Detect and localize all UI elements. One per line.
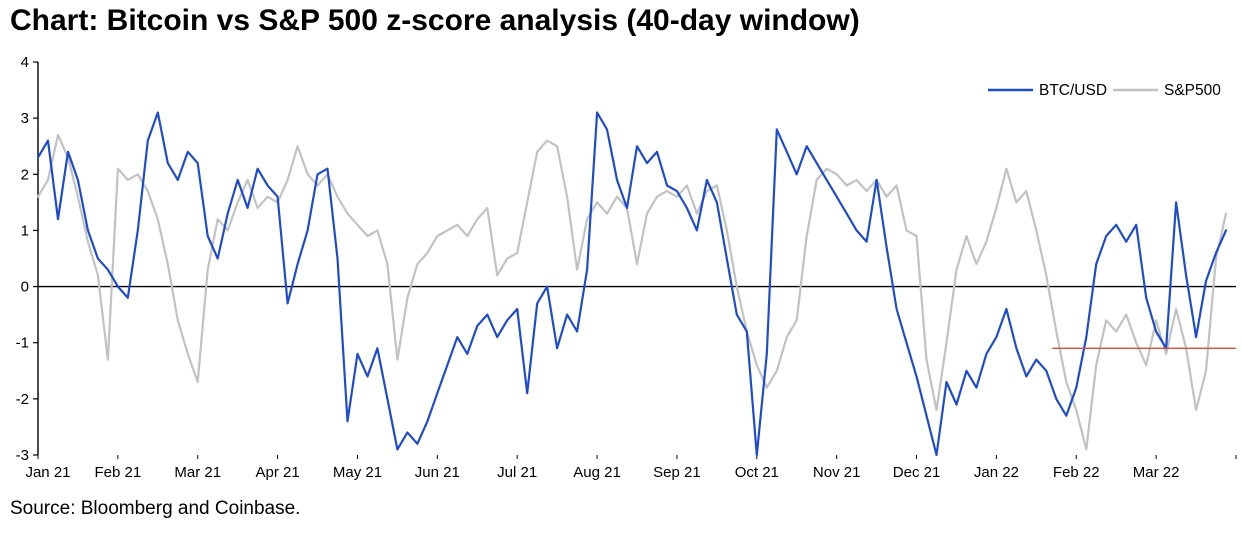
- x-tick-label: Feb 21: [95, 464, 142, 481]
- x-tick-label: Dec 21: [893, 464, 941, 481]
- x-tick-label: Aug 21: [573, 464, 621, 481]
- chart-area: 4 3 2 1 0 -1 -2 -3 Jan 21 Feb 21 Mar 21 Apr 21 May 2…: [0, 50, 1242, 490]
- x-tick-label: Feb 22: [1053, 464, 1100, 481]
- chart-title: Chart: Bitcoin vs S&P 500 z-score analys…: [10, 4, 860, 37]
- x-tick-label: Mar 22: [1133, 464, 1180, 481]
- x-tick-label: Nov 21: [813, 464, 861, 481]
- legend-label-btc-usd: BTC/USD: [1039, 82, 1107, 99]
- y-tick-label: 0: [21, 279, 29, 296]
- x-tick-label: Sep 21: [653, 464, 701, 481]
- x-tick-label: May 21: [333, 464, 382, 481]
- y-tick-label: -2: [16, 391, 29, 408]
- y-tick-label: 3: [21, 110, 29, 127]
- legend-label-s-p500: S&P500: [1164, 82, 1221, 99]
- source-note: Source: Bloomberg and Coinbase.: [10, 498, 301, 519]
- y-tick-label: -1: [16, 335, 29, 352]
- y-tick-label: 2: [21, 166, 29, 183]
- x-tick-label: Mar 21: [174, 464, 221, 481]
- x-tick-label: Jun 21: [415, 464, 460, 481]
- x-tick-label: Jan 21: [25, 464, 70, 481]
- x-tick-label: Jul 21: [497, 464, 537, 481]
- series-line-s-p500: [36, 133, 1228, 451]
- x-tick-label: Oct 21: [735, 464, 779, 481]
- x-tick-label: Jan 22: [974, 464, 1019, 481]
- y-tick-label: 1: [21, 222, 29, 239]
- series-line-btc-usd: [36, 111, 1228, 457]
- x-tick-label: Apr 21: [255, 464, 299, 481]
- y-tick-label: 4: [21, 54, 29, 71]
- y-tick-label: -3: [16, 447, 29, 464]
